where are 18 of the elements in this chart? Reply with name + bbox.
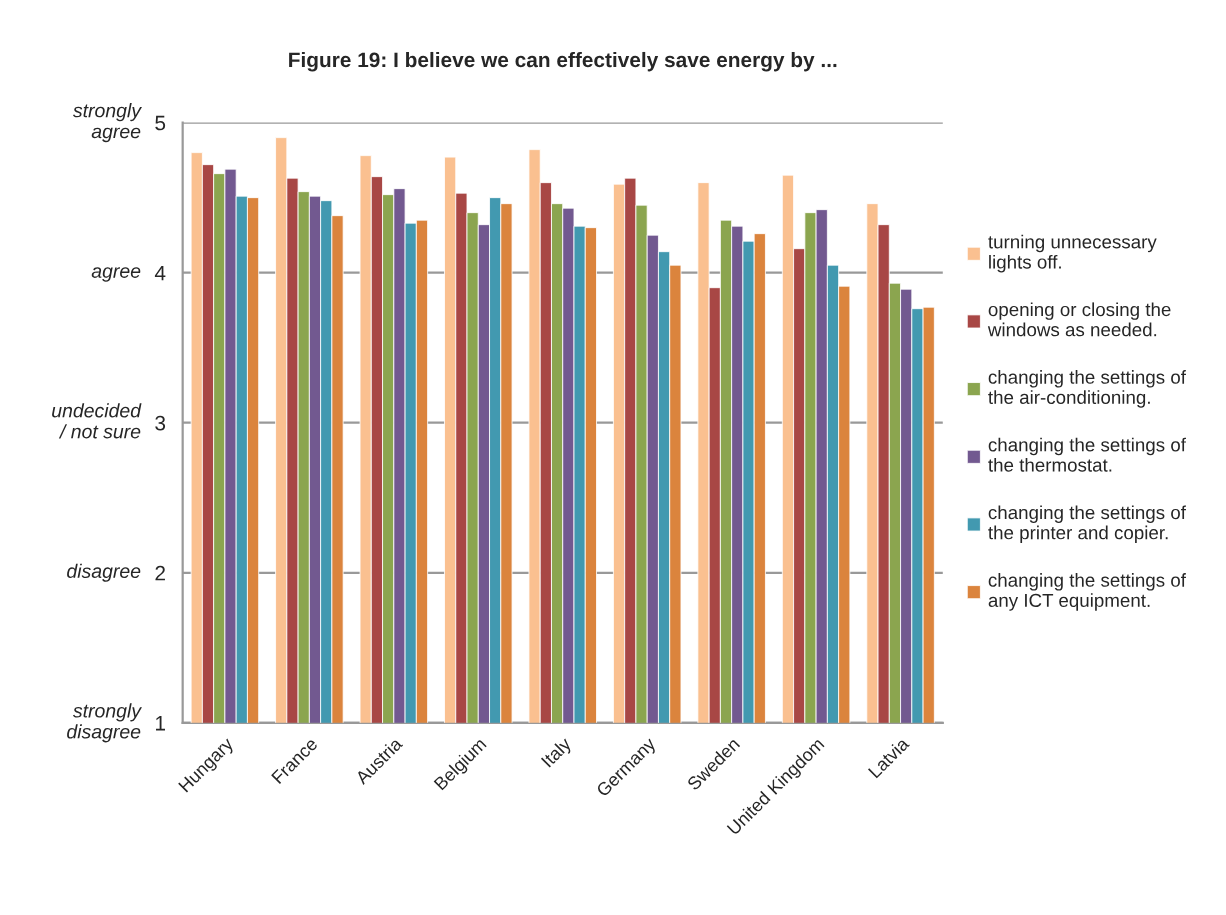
- legend-label: changing the settings of any ICT equipment.: [988, 573, 1186, 611]
- chart-title: Figure 19: I believe we can effectively save energy by ...: [289, 51, 837, 72]
- legend-label: changing the settings of the printer and copier.: [988, 505, 1186, 544]
- text: undecided / not sure: [52, 403, 142, 439]
- legend-label: changing the settings of the thermostat.: [988, 437, 1186, 472]
- text: strongly disagree: [67, 703, 142, 743]
- x-tick-label: Italy: [540, 736, 575, 771]
- legend-label: opening or closing the windows as needed.: [987, 302, 1171, 337]
- text: agree: [91, 267, 141, 282]
- legend-label: turning unnecessary lights off.: [988, 234, 1157, 273]
- legend-label: changing the settings of the air-conditioning.: [988, 370, 1186, 408]
- y-tick-label: 3: [155, 415, 166, 431]
- y-tick-label: 5: [155, 115, 166, 131]
- y-tick-label: 2: [155, 565, 165, 581]
- text: disagree: [67, 563, 141, 582]
- text: strongly agree: [72, 103, 142, 143]
- y-tick-label: 1: [156, 716, 165, 731]
- y-tick-label: 4: [154, 265, 166, 281]
